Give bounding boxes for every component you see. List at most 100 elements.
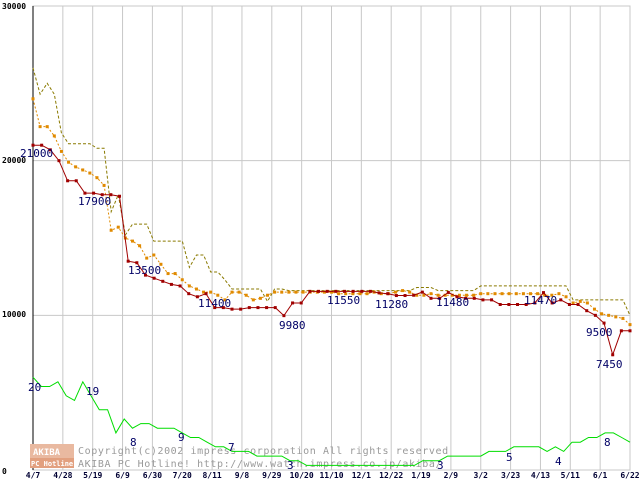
series-point-average-62 <box>472 293 476 297</box>
series-point-average-44 <box>344 292 348 296</box>
x-tick-12-1: 12/1 <box>352 471 371 480</box>
series-point-min-18 <box>187 292 191 296</box>
series-point-min-36 <box>342 289 346 293</box>
series-point-average-31 <box>251 298 255 302</box>
series-point-average-18 <box>159 262 163 266</box>
series-point-average-0 <box>31 97 35 101</box>
data-label-9500: 9500 <box>586 326 613 339</box>
series-point-average-74 <box>557 292 561 296</box>
series-point-min-5 <box>74 179 78 183</box>
series-point-min-2 <box>48 148 52 152</box>
series-point-average-11 <box>109 228 113 232</box>
series-point-min-24 <box>239 307 243 311</box>
y-tick-0: 0 <box>2 467 7 476</box>
data-label-17900: 17900 <box>78 195 111 208</box>
series-point-min-34 <box>325 289 329 293</box>
series-point-min-67 <box>611 353 615 357</box>
series-line-min <box>33 144 630 357</box>
series-point-average-83 <box>621 316 625 320</box>
series-point-average-14 <box>131 239 134 243</box>
count-label-5: 5 <box>506 451 513 464</box>
series-point-min-46 <box>429 296 433 300</box>
series-point-min-0 <box>31 143 35 147</box>
watermark: AKIBA PC Hotline! Copyright(c)2002 impre… <box>30 444 448 470</box>
x-tick-6-22: 6/22 <box>620 471 639 480</box>
y-tick-10000: 10000 <box>2 310 26 319</box>
series-line-max <box>32 67 631 316</box>
x-tick-2-9: 2/9 <box>444 471 459 480</box>
series-point-average-76 <box>571 301 575 305</box>
x-tick-10-20: 10/20 <box>290 471 314 480</box>
x-tick-1-19: 1/19 <box>411 471 430 480</box>
series-point-min-12 <box>135 261 139 265</box>
y-tick-20000: 20000 <box>2 156 26 165</box>
series-line-shop_count <box>32 376 631 466</box>
series-point-average-42 <box>330 290 333 294</box>
series-point-min-4 <box>66 179 70 183</box>
series-point-average-66 <box>500 292 504 296</box>
count-label-7: 7 <box>228 441 235 454</box>
series-point-min-50 <box>464 296 468 300</box>
series-point-min-59 <box>541 291 545 295</box>
x-tick-5-19: 5/19 <box>83 471 102 480</box>
series-point-min-9 <box>109 193 113 197</box>
series-point-average-45 <box>351 292 355 296</box>
series-point-average-58 <box>443 293 447 297</box>
series-point-min-57 <box>524 303 528 307</box>
logo-box-lower <box>30 458 74 468</box>
data-label-7450: 7450 <box>596 358 623 371</box>
series-point-min-6 <box>83 191 87 195</box>
series-point-average-10 <box>102 183 106 187</box>
series-point-min-1 <box>40 143 44 147</box>
series-point-average-8 <box>88 171 92 175</box>
series-point-average-37 <box>294 290 298 294</box>
series-point-min-44 <box>412 293 416 297</box>
series-point-average-60 <box>457 293 461 297</box>
series-point-min-53 <box>490 298 494 302</box>
logo-text-bottom: PC Hotline! <box>31 460 77 468</box>
series-point-average-68 <box>514 292 518 296</box>
count-label-3a: 3 <box>287 459 294 472</box>
series-point-average-29 <box>237 290 241 294</box>
series-point-average-71 <box>536 292 540 296</box>
series-point-min-61 <box>559 298 563 302</box>
series-point-min-43 <box>403 294 407 298</box>
series-point-average-34 <box>273 290 277 294</box>
data-label-11480: 11480 <box>436 296 469 309</box>
data-labels: 21000 17900 13500 11400 9980 11550 11280… <box>20 147 623 472</box>
series-point-min-39 <box>368 289 372 293</box>
series-point-min-31 <box>299 301 303 305</box>
x-tick-9-29: 9/29 <box>262 471 281 480</box>
series-point-average-56 <box>429 292 433 296</box>
logo-box <box>30 444 74 458</box>
count-label-19: 19 <box>86 385 99 398</box>
series-point-average-9 <box>95 176 99 180</box>
series-point-min-26 <box>256 306 260 310</box>
series-point-average-38 <box>301 290 305 294</box>
copyright-line-2: AKIBA PC Hotline! http://www.watch.impre… <box>78 459 442 470</box>
series-point-average-46 <box>358 292 362 296</box>
x-tick-4-28: 4/28 <box>53 471 72 480</box>
series-point-average-52 <box>401 289 405 293</box>
x-tick-5-11: 5/11 <box>561 471 580 480</box>
series-point-average-54 <box>415 293 419 297</box>
series-point-min-54 <box>498 303 502 307</box>
series-point-average-7 <box>81 168 85 172</box>
series-point-average-51 <box>393 290 397 294</box>
series-point-average-12 <box>116 225 120 229</box>
series-point-min-11 <box>126 259 130 263</box>
series-point-min-49 <box>455 295 459 299</box>
series-point-average-82 <box>614 315 618 319</box>
series-point-average-72 <box>543 293 547 297</box>
series-point-average-20 <box>173 272 177 276</box>
series-point-min-30 <box>291 301 295 305</box>
y-tick-30000: 30000 <box>2 2 26 11</box>
series-point-min-27 <box>265 306 269 310</box>
series-point-min-10 <box>118 194 122 198</box>
series-point-average-15 <box>138 244 142 248</box>
series-point-average-55 <box>422 293 426 297</box>
x-tick-9-8: 9/8 <box>235 471 250 480</box>
series-point-min-23 <box>230 307 234 311</box>
x-tick-8-11: 8/11 <box>202 471 221 480</box>
series-point-min-25 <box>247 306 251 310</box>
